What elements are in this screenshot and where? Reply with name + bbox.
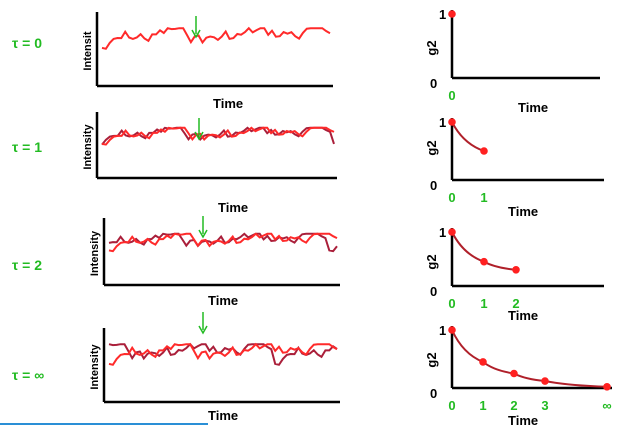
g2-x-tick: 0 xyxy=(448,88,455,103)
g2-x-tick: 3 xyxy=(541,398,548,413)
g2-x-tick: 0 xyxy=(448,398,455,413)
g2-point xyxy=(448,118,456,126)
g2-y-tick-0: 0 xyxy=(430,386,437,401)
g2-point xyxy=(512,266,520,274)
g2-axis-label: g2 xyxy=(424,254,439,269)
g2-point xyxy=(448,228,456,236)
tau-label: τ = 1 xyxy=(12,139,42,155)
g2-axis-label: g2 xyxy=(424,40,439,55)
g2-point xyxy=(480,147,488,155)
intensity-axis-label: Intensity xyxy=(89,230,101,276)
g2-x-tick: 1 xyxy=(480,190,487,205)
g2-y-tick-1: 1 xyxy=(439,323,446,338)
g2-point xyxy=(480,257,488,266)
green-arrowhead-icon xyxy=(191,29,201,39)
g2-point xyxy=(603,383,611,391)
g2-axis-label: g2 xyxy=(424,352,439,367)
g2-y-tick-0: 0 xyxy=(430,76,437,91)
g2-x-tick: 2 xyxy=(510,398,517,413)
g2-x-tick: 1 xyxy=(479,398,486,413)
g2-y-tick-1: 1 xyxy=(439,225,446,240)
g2-time-label: Time xyxy=(518,100,548,115)
g2-x-tick: 0 xyxy=(448,190,455,205)
g2-point xyxy=(541,377,549,385)
g2-y-tick-1: 1 xyxy=(439,7,446,22)
g2-x-tick: 2 xyxy=(512,296,519,311)
intensity-axis-label: Intensity xyxy=(89,344,101,390)
g2-time-label: Time xyxy=(508,204,538,219)
intensity-time-label: Time xyxy=(208,293,238,308)
intensity-trace xyxy=(101,26,331,50)
tau-label: τ = 2 xyxy=(12,257,42,273)
intensity-axis-label: Intensit xyxy=(82,31,94,70)
intensity-trace xyxy=(101,126,335,146)
g2-time-label: Time xyxy=(508,413,538,428)
green-arrowhead-icon xyxy=(194,131,204,141)
intensity-trace xyxy=(108,342,338,366)
g2-curve xyxy=(451,329,608,388)
g2-time-label: Time xyxy=(508,308,538,323)
green-arrowhead-icon xyxy=(198,229,208,239)
g2-y-tick-0: 0 xyxy=(430,284,437,299)
g2-x-tick: 0 xyxy=(448,296,455,311)
g2-point xyxy=(479,358,487,366)
g2-x-tick: 1 xyxy=(480,296,487,311)
g2-point xyxy=(448,326,456,334)
intensity-time-label: Time xyxy=(208,408,238,423)
tau-label: τ = 0 xyxy=(12,35,42,51)
g2-curve xyxy=(451,121,485,152)
tau-label: τ = ∞ xyxy=(12,367,44,383)
g2-y-tick-1: 1 xyxy=(439,115,446,130)
g2-x-tick: ∞ xyxy=(602,398,611,413)
g2-point xyxy=(510,369,518,378)
g2-y-tick-0: 0 xyxy=(430,178,437,193)
green-arrowhead-icon xyxy=(198,325,208,335)
intensity-time-label: Time xyxy=(218,200,248,215)
intensity-trace xyxy=(108,232,338,253)
intensity-axis-label: Intensity xyxy=(82,124,94,170)
g2-point xyxy=(448,10,456,18)
intensity-time-label: Time xyxy=(213,96,243,111)
g2-axis-label: g2 xyxy=(424,140,439,155)
